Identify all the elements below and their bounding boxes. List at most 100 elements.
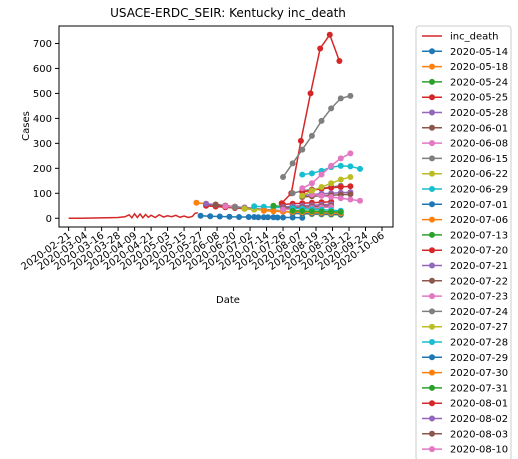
data-point [328, 180, 335, 187]
data-point [337, 209, 344, 216]
data-point [299, 146, 306, 153]
legend-label: 2020-07-27 [450, 322, 508, 333]
legend-box [415, 25, 512, 459]
data-point [289, 207, 296, 214]
x-axis-label: Date [216, 295, 240, 306]
data-point [289, 214, 296, 221]
y-tick-label: 0 [46, 214, 52, 225]
legend-marker [429, 186, 435, 192]
data-point [270, 202, 277, 209]
data-point [347, 150, 354, 157]
data-point [337, 176, 344, 183]
data-point [337, 155, 344, 162]
data-point [251, 203, 258, 210]
series-line [68, 212, 198, 220]
data-point [207, 213, 214, 220]
legend-label: 2020-07-20 [450, 246, 508, 257]
legend-label: 2020-08-01 [450, 399, 508, 410]
data-point [318, 171, 325, 178]
legend-label: 2020-05-14 [450, 47, 508, 58]
data-point [318, 117, 325, 124]
legend-label: 2020-06-29 [450, 185, 508, 196]
data-point [317, 45, 324, 52]
legend-entry: 2020-07-23 [422, 292, 508, 303]
legend-label: 2020-06-15 [450, 154, 508, 165]
data-point [337, 162, 344, 169]
legend-entry: 2020-05-18 [422, 62, 508, 73]
legend-marker [429, 216, 435, 223]
legend-entry: 2020-07-22 [422, 276, 508, 287]
data-point [308, 180, 315, 187]
data-point [280, 214, 287, 221]
legend-entry: 2020-05-14 [422, 47, 508, 58]
y-tick-label: 200 [33, 164, 52, 175]
data-point [289, 190, 296, 197]
legend: inc_death 2020-05-14 2020-05-18 2020-05-24 2… [415, 25, 512, 459]
data-point [357, 197, 364, 204]
data-point [336, 57, 343, 64]
legend-entry: 2020-07-30 [422, 368, 508, 379]
plot-area [68, 31, 364, 221]
legend-label: 2020-07-24 [450, 307, 508, 318]
legend-label: 2020-08-03 [450, 429, 508, 440]
legend-label: 2020-08-10 [450, 445, 508, 456]
series-inc-death [68, 212, 198, 220]
data-point [328, 194, 335, 201]
legend-marker [429, 94, 435, 101]
data-point [328, 184, 335, 191]
data-point [308, 187, 315, 194]
legend-marker [429, 446, 435, 453]
legend-label: inc_death [450, 32, 499, 43]
legend-label: 2020-06-08 [450, 139, 508, 150]
data-point [280, 174, 287, 181]
legend-marker [429, 430, 435, 437]
legend-marker [429, 140, 435, 147]
legend-marker [429, 262, 435, 269]
data-point [347, 163, 354, 170]
legend-entry: 2020-07-29 [422, 353, 508, 364]
y-tick-label: 300 [33, 139, 52, 150]
legend-marker [429, 78, 435, 85]
data-point [203, 200, 210, 207]
legend-entry: 2020-06-22 [422, 169, 508, 180]
data-point [347, 196, 354, 203]
legend-entry: 2020-07-24 [422, 307, 508, 318]
legend-entry: 2020-07-27 [422, 322, 508, 333]
data-point [260, 214, 267, 221]
legend-marker [429, 201, 435, 208]
legend-marker [429, 170, 435, 177]
data-point [241, 205, 248, 212]
data-point [337, 195, 344, 202]
data-point [347, 174, 354, 181]
legend-entry: 2020-07-28 [422, 338, 508, 349]
legend-label: 2020-07-13 [450, 230, 508, 241]
data-point [236, 214, 243, 221]
data-point [270, 208, 277, 215]
legend-entry: 2020-07-31 [422, 383, 508, 394]
data-point [308, 208, 315, 215]
legend-marker [429, 323, 435, 330]
data-point [337, 95, 344, 102]
legend-marker [429, 155, 435, 162]
legend-label: 2020-07-01 [450, 200, 508, 211]
chart-title: USACE-ERDC_SEIR: Kentucky inc_death [110, 6, 346, 20]
y-axis: 0 100 200 300 400 500 600 700 [33, 39, 59, 225]
data-point [357, 165, 364, 172]
legend-label: 2020-07-28 [450, 338, 508, 349]
data-point [297, 137, 304, 144]
legend-marker [429, 63, 435, 70]
y-tick-label: 400 [33, 114, 52, 125]
legend-marker [429, 354, 435, 361]
legend-marker [429, 48, 435, 55]
legend-entry: 2020-06-29 [422, 185, 508, 196]
legend-entry: 2020-06-08 [422, 139, 508, 150]
data-point [245, 214, 252, 221]
data-point [231, 204, 238, 211]
legend-marker [429, 109, 435, 116]
y-tick-label: 500 [33, 89, 52, 100]
legend-entry: 2020-07-13 [422, 230, 508, 241]
legend-marker [429, 400, 435, 407]
data-point [308, 132, 315, 139]
data-point [328, 208, 335, 215]
